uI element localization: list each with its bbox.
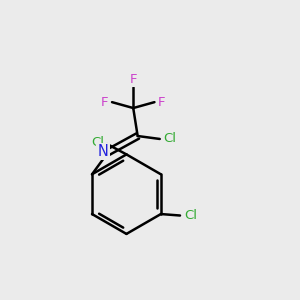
Text: F: F [101, 96, 108, 109]
Text: F: F [130, 73, 137, 86]
Text: Cl: Cl [92, 136, 104, 149]
Text: Cl: Cl [164, 133, 176, 146]
Text: N: N [98, 144, 108, 159]
Text: Cl: Cl [184, 209, 197, 222]
Text: F: F [158, 96, 166, 109]
